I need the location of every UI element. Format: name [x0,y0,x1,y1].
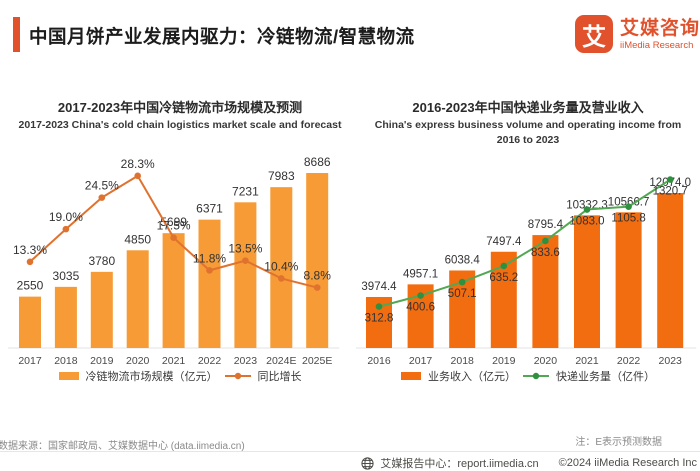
cold-chain-legend: 冷链物流市场规模（亿元） 同比增长 [8,368,352,384]
svg-text:2017: 2017 [18,355,42,367]
subtitle-line: 2017-2023 China's cold chain logistics m… [18,119,342,131]
bar-legend-swatch [401,372,421,380]
forecast-note: 注：E表示预测数据 [575,437,662,448]
bar-legend-swatch [58,372,79,380]
cold-chain-chart-subtitle: 2017-2023 China's cold chain logistics m… [8,118,352,133]
svg-text:19.0%: 19.0% [49,210,83,224]
svg-text:400.6: 400.6 [406,302,435,314]
svg-text:24.5%: 24.5% [85,179,119,193]
express-chart-subtitle: China's express business volume and oper… [356,118,700,148]
svg-text:2021: 2021 [162,355,186,367]
report-center-link[interactable]: 艾媒报告中心：report.iimedia.cn [380,458,539,470]
svg-text:7983: 7983 [268,169,295,183]
svg-text:2019: 2019 [90,355,114,367]
svg-text:7497.4: 7497.4 [486,236,522,248]
svg-text:2020: 2020 [126,355,150,367]
iimedia-logo-icon: 艾 [574,15,613,53]
svg-text:4850: 4850 [124,232,151,246]
svg-text:2018: 2018 [451,355,475,367]
title-accent-bar [13,17,20,52]
svg-text:2019: 2019 [492,355,516,367]
svg-text:3780: 3780 [88,254,115,268]
svg-text:2022: 2022 [198,355,222,367]
svg-text:4957.1: 4957.1 [403,268,438,280]
express-chart-panel: 2016-2023年中国快递业务量及营业收入 China's express b… [356,95,700,395]
svg-text:6371: 6371 [196,202,223,216]
line-legend-swatch [224,372,251,380]
subtitle-line: 2016 to 2023 [496,134,560,146]
page-title: 中国月饼产业发展内驱力：冷链物流/智慧物流 [29,26,415,47]
svg-text:3974.4: 3974.4 [361,281,397,293]
svg-text:13.3%: 13.3% [13,243,47,257]
svg-text:8795.4: 8795.4 [528,219,564,231]
svg-text:1083.0: 1083.0 [569,216,604,228]
cold-chain-chart-title: 2017-2023年中国冷链物流市场规模及预测 [57,100,303,115]
svg-text:2024E: 2024E [266,355,296,367]
svg-text:2550: 2550 [17,279,44,293]
svg-text:2023: 2023 [234,355,258,367]
footer: 艾媒报告中心：report.iimedia.cn ©2024 iiMedia R… [361,455,697,471]
svg-text:2020: 2020 [534,355,558,367]
line-legend-label: 同比增长 [257,371,302,383]
bar-legend-label: 冷链物流市场规模（亿元） [85,371,218,383]
brand-name-cn: 艾媒咨询 [619,17,700,39]
svg-text:312.8: 312.8 [365,313,394,325]
data-source-note: 数据来源：国家邮政局、艾媒数据中心 (data.iimedia.cn) [0,441,245,452]
svg-text:2022: 2022 [617,355,641,367]
svg-text:8.8%: 8.8% [304,269,332,283]
svg-text:635.2: 635.2 [489,272,518,284]
cold-chain-chart-panel: 2017-2023年中国冷链物流市场规模及预测 2017-2023 China'… [8,95,352,395]
express-chart-title: 2016-2023年中国快递业务量及营业收入 [412,100,644,115]
svg-text:6038.4: 6038.4 [445,254,481,266]
cold-chain-chart: 2550201730352018378020194850202056992021… [8,155,340,367]
copyright-text: ©2024 iiMedia Research Inc [558,457,697,469]
globe-icon [361,456,374,470]
svg-text:2025E: 2025E [302,355,332,367]
svg-text:2023: 2023 [659,355,683,367]
svg-text:1320.7: 1320.7 [653,186,688,198]
svg-text:13.5%: 13.5% [228,242,262,256]
svg-text:1105.8: 1105.8 [611,213,645,225]
svg-text:2021: 2021 [575,355,599,367]
svg-text:28.3%: 28.3% [121,157,155,171]
express-legend: 业务收入（亿元） 快递业务量（亿件） [356,368,700,384]
svg-text:2018: 2018 [54,355,78,367]
express-chart: 3974.4 2016 4957.1 2017 6038.4 2018 7497.4 2019… [356,176,697,367]
svg-text:11.8%: 11.8% [193,251,226,265]
svg-text:8686: 8686 [304,155,331,169]
svg-text:3035: 3035 [53,269,80,283]
svg-text:507.1: 507.1 [448,288,477,300]
line-legend-label: 快递业务量（亿件） [556,371,655,383]
svg-text:2016: 2016 [367,355,391,367]
brand-name-en: iiMedia Research [619,39,694,51]
subtitle-line: China's express business volume and oper… [374,119,682,131]
line-legend-swatch [523,372,549,380]
svg-text:2017: 2017 [409,355,433,367]
iimedia-logo: 艾 艾媒咨询 iiMedia Research [574,15,700,53]
bar-legend-label: 业务收入（亿元） [428,371,516,383]
iimedia-logo-text: 艾媒咨询 iiMedia Research [620,18,700,51]
footer-divider [0,451,700,452]
svg-text:7231: 7231 [232,184,259,198]
svg-text:10.4%: 10.4% [264,259,298,273]
svg-text:833.6: 833.6 [531,247,560,259]
svg-text:17.5%: 17.5% [157,219,191,233]
